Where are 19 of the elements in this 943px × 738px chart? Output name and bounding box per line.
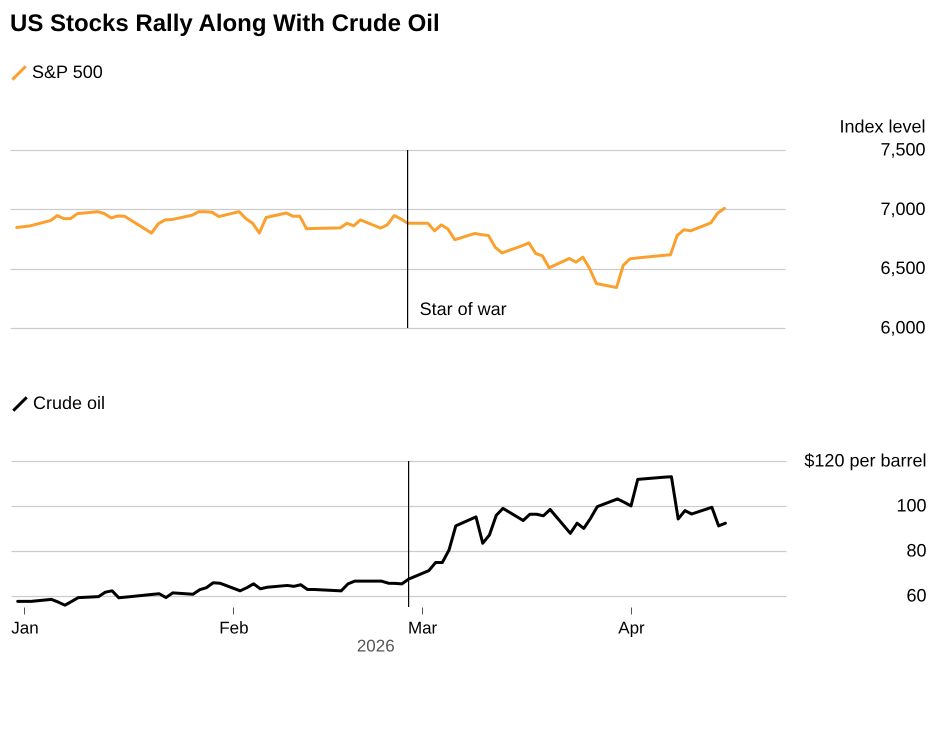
y-tick-label: $120 per barrel [804,450,926,470]
y-tick-label: 6,000 [880,318,926,338]
legend-label: Crude oil [33,393,106,413]
y-tick-label: 7,000 [880,198,926,219]
y-tick-label: 80 [906,540,926,560]
y-tick-label: 60 [906,585,926,606]
chart-title: US Stocks Rally Along With Crude Oil [10,10,440,37]
x-tick-label: Feb [219,618,249,638]
y-tick-label: 6,500 [880,258,926,278]
ref-line-label: Star of war [420,299,507,319]
x-tick-label: Jan [11,618,39,638]
y-tick-label: 100 [896,495,926,516]
x-tick-label: Apr [618,618,646,638]
y-tick-label: 7,500 [880,140,926,160]
legend-label: S&P 500 [32,62,103,82]
y-axis-title: Index level [839,116,926,136]
line-series [15,206,726,290]
x-tick-label: Mar [408,618,438,638]
x-axis-title: 2026 [356,636,395,656]
